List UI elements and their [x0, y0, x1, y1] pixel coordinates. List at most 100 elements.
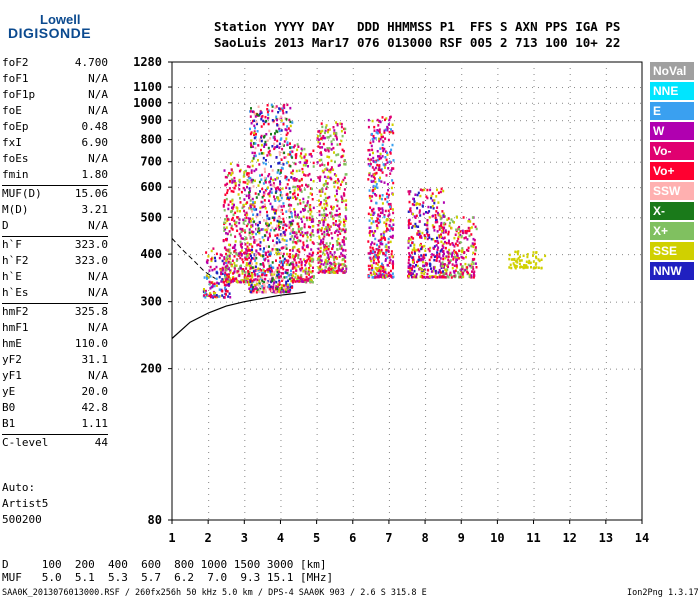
echo-point [229, 277, 232, 280]
echo-point [437, 191, 440, 195]
grid-dot-x [461, 80, 463, 81]
echo-point [301, 171, 304, 174]
echo-point [389, 240, 392, 244]
grid-dot-y [568, 301, 569, 303]
grid-dot-x [425, 116, 427, 117]
grid-dot-x [316, 494, 318, 495]
echo-point [252, 185, 255, 188]
grid-dot-y [532, 102, 533, 104]
grid-dot-x [605, 482, 607, 483]
echo-point [411, 226, 414, 229]
echo-point [442, 270, 444, 273]
grid-dot-x [497, 440, 499, 441]
echo-point [371, 268, 374, 272]
echo-point [455, 260, 458, 264]
echo-point [220, 272, 223, 276]
grid-dot-x [208, 194, 210, 195]
echo-point [341, 148, 344, 152]
header-row-values: SaoLuis 2013 Mar17 076 013000 RSF 005 2 … [214, 35, 621, 50]
echo-point [306, 279, 309, 282]
echo-point [337, 164, 340, 167]
grid-dot-x [605, 278, 607, 279]
grid-dot-y [484, 102, 485, 104]
echo-point [263, 258, 266, 262]
grid-dot-y [550, 301, 551, 303]
echo-point [293, 189, 296, 192]
grid-dot-y [514, 301, 515, 303]
grid-dot-y [568, 139, 569, 141]
echo-point [308, 153, 311, 156]
grid-dot-y [202, 102, 203, 104]
echo-point [252, 213, 255, 216]
param-divider [2, 236, 108, 237]
echo-point [255, 250, 258, 253]
echo-point [277, 188, 280, 191]
grid-dot-x [461, 434, 463, 435]
echo-point [416, 233, 419, 236]
echo-point [443, 263, 446, 266]
echo-point [245, 267, 248, 270]
echo-point [239, 243, 242, 246]
grid-dot-y [382, 217, 383, 219]
grid-dot-y [460, 187, 461, 189]
grid-dot-y [592, 254, 593, 256]
echo-point [296, 249, 299, 252]
grid-dot-y [400, 368, 401, 370]
echo-point [261, 228, 264, 231]
grid-dot-x [461, 62, 463, 63]
echo-point [429, 246, 432, 250]
grid-dot-y [370, 161, 371, 163]
echo-point [226, 191, 229, 195]
echo-point [218, 256, 221, 260]
echo-point [270, 221, 272, 225]
echo-point [381, 211, 384, 215]
grid-dot-y [316, 87, 317, 89]
echo-point [369, 196, 372, 200]
logo-digisonde: DIGISONDE [8, 25, 92, 41]
echo-point [431, 276, 434, 279]
param-value: N/A [88, 72, 108, 85]
echo-point [228, 260, 231, 264]
echo-point [252, 257, 255, 260]
grid-dot-y [574, 254, 575, 256]
echo-point [262, 182, 265, 185]
echo-point [334, 263, 337, 266]
grid-dot-x [605, 200, 607, 201]
echo-point [437, 246, 440, 249]
echo-point [265, 133, 268, 136]
grid-dot-y [226, 187, 227, 189]
echo-point [374, 160, 377, 164]
echo-point [284, 176, 287, 180]
echo-point [286, 286, 289, 289]
grid-dot-x [569, 332, 571, 333]
grid-dot-y [346, 120, 347, 122]
grid-dot-y [586, 187, 587, 189]
grid-dot-x [316, 122, 318, 123]
echo-point [388, 261, 391, 264]
grid-dot-y [388, 87, 389, 89]
echo-point [407, 275, 410, 278]
echo-point [306, 200, 309, 203]
grid-dot-x [461, 326, 463, 327]
echo-point [295, 179, 298, 182]
grid-dot-x [425, 296, 427, 297]
grid-dot-x [533, 74, 535, 75]
echo-point [255, 269, 258, 272]
grid-dot-y [568, 161, 569, 163]
grid-dot-x [208, 422, 210, 423]
grid-dot-x [461, 224, 463, 225]
grid-dot-y [370, 187, 371, 189]
grid-dot-x [533, 254, 535, 255]
echo-point [235, 277, 238, 280]
grid-dot-x [352, 116, 354, 117]
echo-point [278, 260, 281, 264]
grid-dot-y [580, 161, 581, 163]
grid-dot-x [388, 212, 390, 213]
echo-point [254, 274, 257, 277]
grid-dot-y [358, 87, 359, 89]
echo-point [262, 152, 265, 155]
grid-dot-y [262, 217, 263, 219]
grid-dot-x [352, 92, 354, 93]
grid-dot-x [352, 500, 354, 501]
grid-dot-x [280, 236, 282, 237]
